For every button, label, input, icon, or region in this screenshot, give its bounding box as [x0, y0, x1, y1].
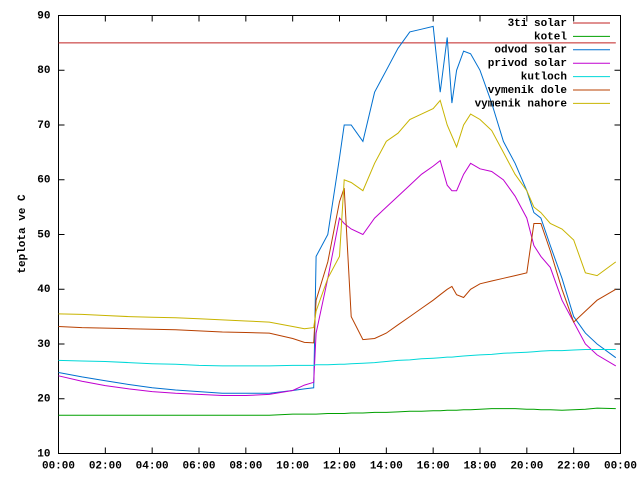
legend-label: 3ti solar: [508, 18, 567, 30]
x-tick-label: 20:00: [510, 460, 543, 472]
series-line: [58, 25, 617, 394]
y-tick-label: 10: [37, 448, 50, 460]
series-line: [58, 349, 616, 367]
legend-label: kutloch: [521, 72, 567, 84]
y-tick-label: 70: [37, 120, 50, 132]
legend-label: vymenik dole: [488, 85, 568, 97]
x-tick-label: 00:00: [42, 460, 75, 472]
x-tick-label: 22:00: [557, 460, 590, 472]
y-tick-label: 80: [37, 65, 50, 77]
x-tick-label: 02:00: [89, 460, 122, 472]
y-tick-label: 40: [37, 284, 50, 296]
series-line: [58, 187, 617, 344]
series-line: [58, 407, 616, 416]
x-tick-label: 06:00: [182, 460, 215, 472]
x-tick-label: 14:00: [370, 460, 403, 472]
y-tick-label: 60: [37, 175, 50, 187]
legend-label: odvod solar: [494, 45, 567, 57]
series-line: [58, 99, 617, 330]
x-tick-label: 08:00: [229, 460, 262, 472]
legend-label: privod solar: [488, 58, 567, 70]
x-tick-label: 10:00: [276, 460, 309, 472]
y-tick-label: 20: [37, 394, 50, 406]
x-tick-label: 04:00: [136, 460, 169, 472]
legend-label: vymenik nahore: [475, 98, 568, 110]
y-axis-label: teplota ve C: [17, 194, 29, 274]
y-tick-label: 90: [37, 10, 50, 22]
y-tick-label: 30: [37, 339, 50, 351]
x-tick-label: 18:00: [463, 460, 496, 472]
legend-label: kotel: [534, 31, 567, 43]
x-tick-label: 16:00: [417, 460, 450, 472]
series-line: [58, 159, 617, 396]
x-tick-label: 00:00: [604, 460, 637, 472]
y-tick-label: 50: [37, 229, 50, 241]
x-tick-label: 12:00: [323, 460, 356, 472]
